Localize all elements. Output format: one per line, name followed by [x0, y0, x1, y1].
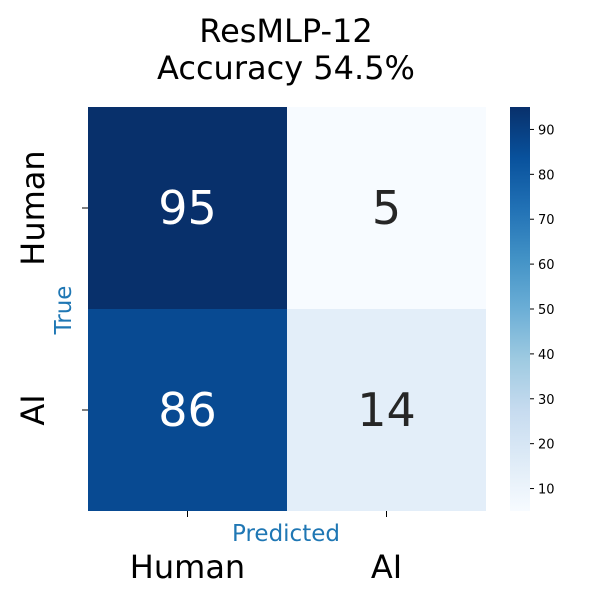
heatmap-cells — [88, 107, 486, 511]
colorbar-tick-label: 80 — [538, 168, 555, 183]
x-tick-label: AI — [371, 548, 402, 586]
heatmap-cell-label: 5 — [372, 181, 401, 235]
chart-title-line-1: ResMLP-12 — [199, 12, 372, 50]
y-tick-label: Human — [14, 150, 52, 265]
colorbar-tick-label: 70 — [538, 213, 555, 228]
y-axis-ticks: Human AI — [14, 150, 88, 426]
colorbar-tick-label: 10 — [538, 483, 555, 498]
heatmap-cell-label: 86 — [158, 383, 217, 437]
heatmap-cell — [287, 107, 486, 309]
heatmap-cell-labels: 95 5 86 14 — [158, 181, 416, 437]
colorbar-tick-label: 50 — [538, 303, 555, 318]
colorbar-tick-label: 90 — [538, 123, 555, 138]
heatmap-cell — [88, 107, 287, 309]
colorbar-tick-label: 20 — [538, 438, 555, 453]
x-tick-label: Human — [130, 548, 245, 586]
y-tick-label: AI — [14, 394, 52, 425]
heatmap-cell — [287, 309, 486, 511]
colorbar — [510, 107, 530, 511]
y-axis-label: True — [51, 286, 77, 336]
heatmap-cell — [88, 309, 287, 511]
x-axis-ticks: Human AI — [130, 511, 402, 586]
colorbar-ticks: 10 20 30 40 50 60 70 80 90 — [530, 123, 555, 498]
colorbar-tick-label: 40 — [538, 348, 555, 363]
heatmap-cell-label: 14 — [357, 383, 416, 437]
chart-title-line-2: Accuracy 54.5% — [157, 49, 415, 87]
colorbar-tick-label: 30 — [538, 393, 555, 408]
x-axis-label: Predicted — [232, 521, 340, 547]
colorbar-tick-label: 60 — [538, 258, 555, 273]
heatmap-cell-label: 95 — [158, 181, 217, 235]
